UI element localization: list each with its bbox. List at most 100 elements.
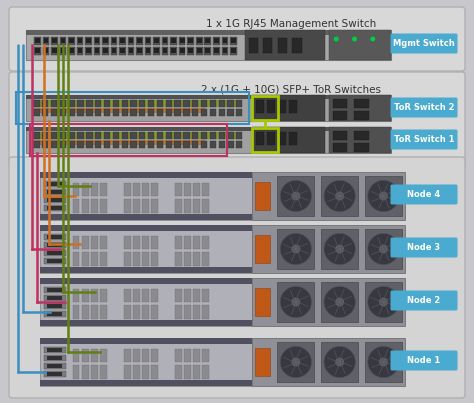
Bar <box>210 100 216 107</box>
Bar <box>44 48 48 53</box>
Bar <box>142 183 149 196</box>
Bar <box>321 342 358 382</box>
Bar <box>47 243 62 247</box>
Bar <box>252 225 405 273</box>
Bar <box>151 252 158 266</box>
Bar <box>230 47 237 55</box>
Bar <box>333 143 347 152</box>
Bar <box>180 48 184 53</box>
Bar <box>277 342 314 382</box>
Bar <box>69 38 74 43</box>
Bar <box>124 236 130 249</box>
Bar <box>133 252 140 266</box>
Bar <box>151 305 158 319</box>
Circle shape <box>368 287 399 318</box>
Bar <box>151 236 158 249</box>
Bar <box>184 236 191 249</box>
Bar <box>47 251 62 255</box>
Bar <box>151 199 158 213</box>
Bar <box>95 38 100 43</box>
Bar <box>69 109 75 116</box>
Bar <box>16 92 249 124</box>
Bar <box>73 199 80 213</box>
Bar <box>278 132 286 145</box>
Bar <box>165 132 172 139</box>
Text: Node 2: Node 2 <box>407 296 441 305</box>
Bar <box>163 38 167 43</box>
Bar <box>112 38 117 43</box>
Bar <box>124 305 130 319</box>
Bar <box>252 128 278 152</box>
Bar <box>60 100 66 107</box>
Circle shape <box>335 357 344 366</box>
Bar <box>47 190 62 194</box>
Bar <box>202 236 209 249</box>
Bar <box>214 38 219 43</box>
Bar <box>103 48 108 53</box>
Bar <box>175 305 182 319</box>
Bar <box>219 141 225 148</box>
Bar <box>172 48 176 53</box>
Bar <box>124 289 130 302</box>
Bar <box>355 143 369 152</box>
Bar <box>26 30 391 35</box>
Bar <box>33 100 241 108</box>
Bar <box>277 176 314 216</box>
Bar <box>40 172 252 220</box>
Bar <box>192 100 199 107</box>
Bar <box>252 338 405 386</box>
FancyBboxPatch shape <box>391 33 457 54</box>
Bar <box>86 38 91 43</box>
Bar <box>44 287 65 293</box>
FancyBboxPatch shape <box>9 157 465 398</box>
Bar <box>51 47 58 55</box>
Bar <box>202 305 209 319</box>
Bar <box>142 289 149 302</box>
Bar <box>129 48 133 53</box>
Bar <box>47 235 62 239</box>
Bar <box>263 37 273 52</box>
Bar <box>139 141 146 148</box>
Bar <box>113 109 119 116</box>
Circle shape <box>324 287 356 318</box>
Bar <box>34 37 41 45</box>
Bar <box>69 48 74 53</box>
Circle shape <box>335 245 344 253</box>
Bar <box>44 205 65 211</box>
Bar <box>333 99 347 108</box>
Bar <box>33 132 241 139</box>
Bar <box>148 141 154 148</box>
Bar <box>82 349 89 362</box>
Bar <box>321 229 358 269</box>
Bar <box>157 109 163 116</box>
Bar <box>121 109 128 116</box>
Bar <box>187 47 194 55</box>
Bar <box>365 229 402 269</box>
Bar <box>47 206 62 210</box>
Bar <box>44 363 65 369</box>
Bar <box>133 289 140 302</box>
Bar <box>35 38 40 43</box>
Bar <box>183 109 190 116</box>
Bar <box>139 132 146 139</box>
Bar <box>157 100 163 107</box>
Bar <box>130 109 137 116</box>
Bar <box>231 48 236 53</box>
Bar <box>162 47 168 55</box>
Bar <box>120 38 125 43</box>
Bar <box>130 100 137 107</box>
Bar <box>128 47 135 55</box>
Bar <box>124 199 130 213</box>
Circle shape <box>353 37 356 41</box>
Bar <box>213 47 219 55</box>
Bar <box>44 197 65 203</box>
Bar <box>184 199 191 213</box>
Bar <box>202 199 209 213</box>
Bar <box>30 124 227 156</box>
Bar <box>112 48 117 53</box>
Bar <box>130 132 137 139</box>
Bar <box>82 199 89 213</box>
Bar <box>139 100 146 107</box>
Bar <box>119 47 126 55</box>
Bar <box>222 38 227 43</box>
